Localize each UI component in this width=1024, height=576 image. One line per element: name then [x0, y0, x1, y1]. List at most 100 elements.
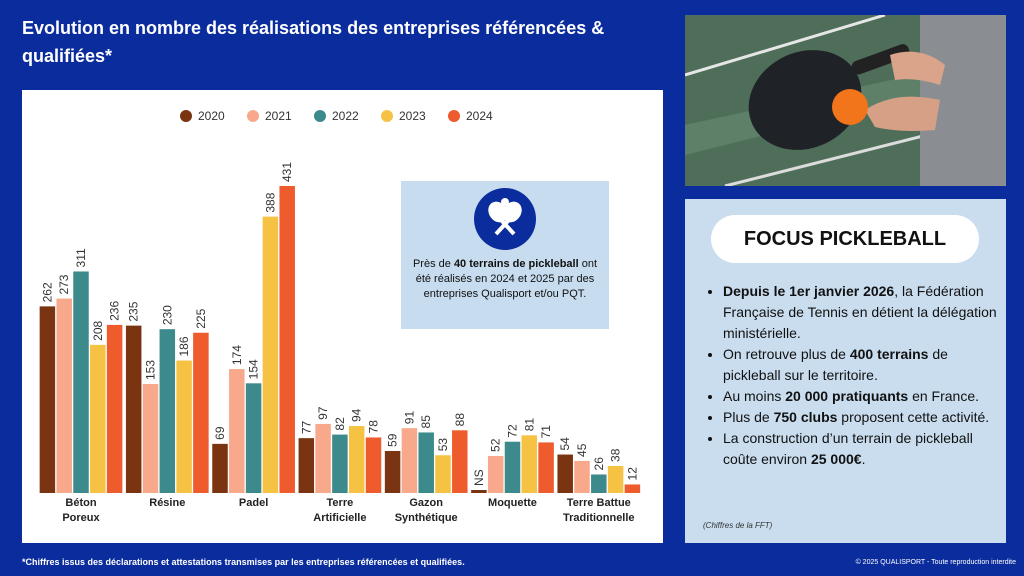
value-label: NS [472, 469, 486, 486]
text: en France. [908, 388, 980, 404]
bar [401, 428, 418, 493]
bar [332, 434, 348, 493]
footnote: *Chiffres issus des déclarations et atte… [22, 557, 465, 567]
text: ont été réalisés en 2024 et 2025 par des… [415, 258, 598, 300]
pickleball-icon [474, 188, 536, 250]
focus-list: Depuis le 1er janvier 2026, la Fédératio… [707, 281, 1003, 470]
bold-text: 25 000€ [810, 451, 862, 467]
bar [56, 298, 72, 493]
bar [176, 360, 192, 493]
value-label: 273 [57, 274, 71, 294]
value-label: 154 [247, 359, 261, 379]
legend-swatch [314, 110, 326, 122]
focus-panel: FOCUS PICKLEBALL Depuis le 1er janvier 2… [685, 199, 1006, 543]
bar [159, 329, 176, 493]
value-label: 311 [74, 248, 88, 267]
value-label: 97 [316, 406, 330, 420]
value-label: 262 [40, 282, 54, 302]
value-label: 431 [280, 162, 294, 182]
bar [521, 435, 538, 493]
bar [315, 423, 331, 493]
x-tick-label: Résine [149, 497, 186, 509]
value-label: 230 [160, 305, 174, 325]
legend-label: 2021 [265, 109, 292, 123]
bar [125, 325, 142, 493]
x-tick-label: Béton Poreux [62, 497, 100, 524]
value-label: 225 [194, 308, 208, 328]
text: proposent cette activité. [837, 409, 990, 425]
value-label: 85 [419, 415, 433, 429]
focus-item: Au moins 20 000 pratiquants en France. [723, 386, 1003, 407]
value-label: 94 [350, 408, 364, 422]
bar [348, 426, 365, 493]
value-label: 71 [539, 425, 553, 439]
info-text: Près de 40 terrains de pickleball ont ét… [411, 257, 599, 302]
bar [245, 383, 262, 493]
text: Au moins [723, 388, 786, 404]
value-label: 54 [558, 437, 572, 451]
text: , la Fédération Française de Tennis en d… [723, 283, 997, 341]
value-label: 174 [230, 345, 244, 365]
focus-item: Depuis le 1er janvier 2026, la Fédératio… [723, 281, 1003, 344]
bar [607, 465, 624, 493]
value-label: 45 [575, 443, 589, 457]
info-box: Près de 40 terrains de pickleball ont ét… [401, 181, 609, 329]
bar [279, 186, 295, 493]
value-label: 72 [506, 424, 520, 438]
value-label: 81 [522, 418, 536, 432]
bar [142, 384, 159, 493]
value-label: 12 [625, 467, 639, 481]
bold-text: 40 terrains de pickleball [453, 258, 579, 270]
value-label: 236 [108, 301, 122, 321]
bar [384, 450, 401, 493]
bold-text: 400 terrains [849, 346, 929, 362]
copyright: © 2025 QUALISPORT - Toute reproduction i… [855, 559, 1016, 566]
value-label: 388 [263, 192, 277, 212]
value-label: 59 [386, 433, 400, 447]
legend-label: 2020 [198, 109, 225, 123]
legend-swatch [381, 110, 393, 122]
x-tick-label: Padel [238, 497, 269, 509]
value-label: 235 [127, 301, 141, 321]
bar [591, 474, 607, 493]
value-label: 208 [91, 320, 105, 340]
bar [106, 324, 123, 493]
photo [685, 15, 1006, 186]
legend-swatch [448, 110, 460, 122]
bar [418, 432, 434, 493]
value-label: 53 [436, 438, 450, 452]
value-label: 88 [453, 413, 467, 427]
focus-note: (Chiffres de la FFT) [703, 521, 773, 530]
bold-text: Depuis le 1er janvier 2026 [723, 283, 895, 299]
value-label: 78 [367, 420, 381, 434]
bar [229, 369, 245, 493]
bar [193, 332, 209, 493]
bar [212, 443, 228, 493]
focus-item: On retrouve plus de 400 terrains de pick… [723, 344, 1003, 386]
value-label: 38 [609, 448, 623, 462]
slide-title: Evolution en nombre des réalisations des… [22, 18, 605, 66]
bold-text: 20 000 pratiquants [785, 388, 909, 404]
x-tick-label: Terre Artificielle [313, 497, 367, 524]
bar [624, 484, 641, 493]
bar [538, 442, 554, 493]
text: . [861, 451, 866, 467]
value-label: 77 [299, 420, 313, 434]
bar [435, 455, 451, 493]
legend-label: 2023 [399, 109, 426, 123]
text: Près de [412, 258, 454, 270]
bar [471, 490, 487, 493]
bar [557, 454, 573, 493]
bar [452, 430, 468, 493]
focus-item: La construction d’un terrain de pickleba… [723, 428, 1003, 470]
text: Plus de [723, 409, 774, 425]
value-label: 153 [144, 360, 158, 380]
legend-swatch [180, 110, 192, 122]
bar [298, 438, 315, 493]
bar [73, 271, 89, 493]
bar [487, 455, 504, 493]
bold-text: 750 clubs [773, 409, 838, 425]
focus-item: Plus de 750 clubs proposent cette activi… [723, 407, 1003, 428]
bar [365, 437, 382, 493]
value-label: 26 [592, 457, 606, 471]
